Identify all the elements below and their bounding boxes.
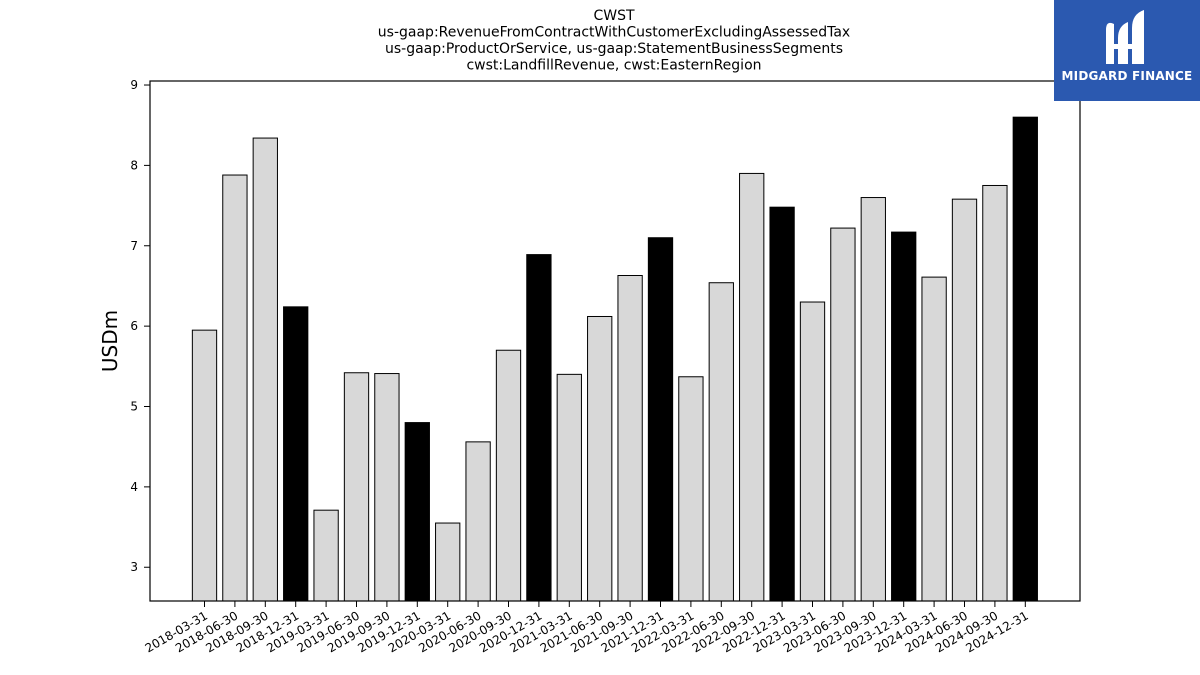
y-axis-label: USDm <box>98 310 122 372</box>
chart-title-line: cwst:LandfillRevenue, cwst:EasternRegion <box>466 58 761 74</box>
bar <box>222 174 248 602</box>
bar <box>495 349 522 602</box>
bar <box>769 206 795 602</box>
y-tick-label: 3 <box>130 560 138 574</box>
y-tick-label: 5 <box>130 400 138 414</box>
y-axis: 3 4 5 6 7 8 9 <box>130 78 150 574</box>
bar <box>191 329 218 602</box>
bar <box>891 231 917 602</box>
y-tick-label: 4 <box>130 480 138 494</box>
y-tick-label: 9 <box>130 78 138 92</box>
bar <box>374 373 400 602</box>
bar <box>678 376 704 602</box>
bar <box>1012 116 1038 602</box>
bar <box>404 422 430 602</box>
y-tick-label: 6 <box>130 319 138 333</box>
bar <box>921 276 947 602</box>
bar <box>860 197 886 602</box>
bar <box>526 254 552 602</box>
bar <box>647 237 674 602</box>
bar <box>799 301 826 602</box>
y-tick-label: 7 <box>130 239 138 253</box>
bar <box>951 198 978 602</box>
bar <box>435 522 461 602</box>
bar <box>982 184 1008 602</box>
chart-title-line: CWST <box>593 8 635 24</box>
bar <box>830 227 856 602</box>
chart-title-line: us-gaap:ProductOrService, us-gaap:Statem… <box>385 41 843 57</box>
bar <box>556 373 582 602</box>
bar <box>313 509 339 602</box>
bar <box>283 306 309 602</box>
logo-text: MIDGARD FINANCE <box>1061 69 1193 83</box>
bar <box>465 441 491 602</box>
midgard-logo-icon <box>1106 10 1144 64</box>
bar <box>343 372 370 602</box>
bars <box>191 116 1038 602</box>
chart-title-line: us-gaap:RevenueFromContractWithCustomerE… <box>378 25 850 41</box>
midgard-finance-logo: MIDGARD FINANCE <box>1054 0 1200 101</box>
bar <box>739 172 765 602</box>
x-axis: 2018-03-312018-06-302018-09-302018-12-31… <box>143 601 1031 655</box>
plot-frame <box>149 80 1081 602</box>
bar <box>587 315 613 602</box>
bar <box>252 137 278 602</box>
chart-title: CWSTus-gaap:RevenueFromContractWithCusto… <box>378 8 850 74</box>
bar <box>708 282 734 602</box>
y-tick-label: 8 <box>130 158 138 172</box>
bar <box>617 275 643 602</box>
